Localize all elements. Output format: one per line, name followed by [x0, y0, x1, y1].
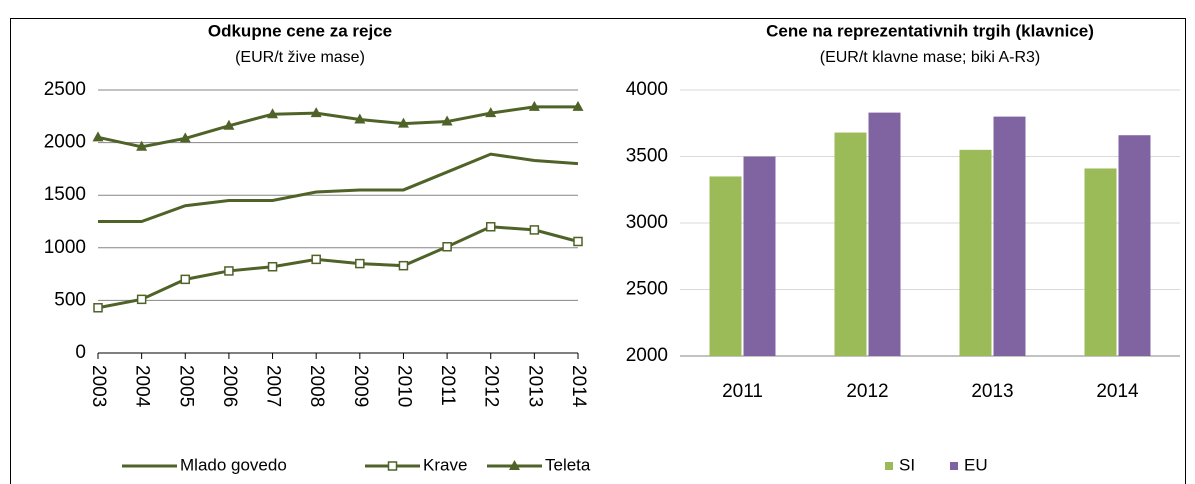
line	[98, 152, 579, 223]
legend-label: EU	[964, 455, 988, 474]
bar	[743, 156, 776, 356]
marker	[310, 107, 322, 118]
bar	[1118, 135, 1151, 356]
x-tick-label: 2011	[722, 381, 763, 402]
bar	[709, 176, 742, 356]
marker	[442, 241, 452, 252]
chart-subtitle: (EUR/t žive mase)	[235, 49, 365, 66]
legend-label: Mlado govedo	[180, 455, 287, 474]
y-tick-label: 500	[54, 289, 86, 310]
x-tick-label: 2006	[219, 365, 240, 407]
y-tick-label: 2500	[626, 279, 668, 300]
marker	[93, 303, 103, 313]
marker	[573, 236, 583, 247]
x-tick-label: 2009	[350, 365, 371, 407]
y-tick-label: 2500	[44, 79, 86, 100]
legend-swatch	[885, 462, 893, 470]
marker	[180, 274, 191, 285]
bar	[1084, 168, 1117, 356]
marker	[529, 225, 540, 235]
x-tick-label: 2010	[393, 365, 414, 407]
legend-label: Teleta	[545, 455, 591, 474]
y-tick-label: 3000	[626, 212, 668, 233]
x-tick-label: 2003	[88, 365, 109, 407]
chart-subtitle: (EUR/t klavne mase; biki A-R3)	[820, 49, 1041, 66]
y-tick-label: 2000	[44, 132, 86, 153]
marker	[311, 254, 321, 265]
chart-title: Cene na reprezentativnih trgih (klavnice…	[766, 21, 1094, 40]
marker	[92, 131, 104, 142]
marker	[441, 115, 453, 126]
marker	[572, 100, 584, 111]
x-tick-label: 2013	[524, 365, 545, 407]
marker	[267, 108, 279, 119]
x-tick-label: 2014	[568, 365, 589, 408]
marker	[398, 260, 409, 271]
y-tick-label: 0	[75, 342, 86, 363]
legend-marker	[509, 460, 520, 470]
legend-label: Krave	[423, 455, 467, 474]
legend-label: SI	[899, 455, 915, 474]
x-tick-label: 2005	[175, 365, 196, 407]
chart-title: Odkupne cene za rejce	[208, 21, 392, 40]
y-tick-label: 1000	[44, 237, 86, 258]
marker	[354, 113, 366, 124]
x-tick-label: 2011	[437, 365, 458, 406]
x-tick-label: 2012	[846, 381, 888, 402]
legend-marker	[387, 461, 398, 471]
bar	[834, 132, 867, 356]
y-tick-label: 4000	[626, 79, 668, 100]
y-tick-label: 2000	[626, 345, 668, 366]
marker	[267, 261, 278, 272]
marker	[223, 119, 235, 130]
legend-swatch	[950, 462, 958, 470]
marker	[528, 100, 540, 111]
marker	[485, 222, 496, 232]
x-tick-label: 2007	[263, 365, 284, 407]
y-tick-label: 3500	[626, 146, 668, 167]
y-tick-label: 1500	[44, 184, 86, 205]
bar	[868, 112, 901, 356]
bar	[959, 149, 992, 356]
line	[97, 225, 579, 310]
marker	[179, 132, 191, 143]
frame	[10, 18, 1186, 484]
x-tick-label: 2004	[132, 365, 153, 408]
marker	[136, 294, 147, 305]
line	[97, 105, 578, 149]
x-tick-label: 2013	[971, 381, 1013, 402]
x-tick-label: 2012	[481, 365, 502, 407]
marker	[485, 107, 497, 118]
x-tick-label: 2014	[1096, 381, 1139, 402]
x-tick-label: 2008	[306, 365, 327, 407]
bar	[993, 116, 1026, 356]
marker	[397, 117, 409, 128]
marker	[224, 266, 234, 276]
marker	[136, 140, 148, 151]
marker	[355, 258, 365, 269]
